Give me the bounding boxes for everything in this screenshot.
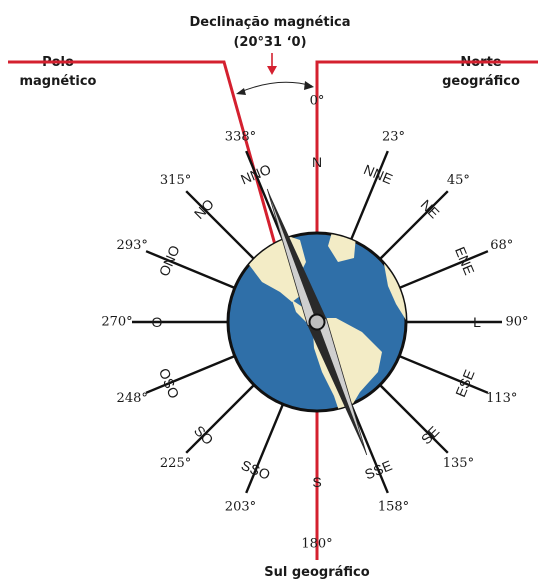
direction-label-ese: ESE: [452, 367, 478, 399]
declination-arc: [237, 81, 313, 94]
direction-label-nno: NNO: [238, 161, 273, 188]
declination-value: (20°31 ‘0): [233, 35, 306, 50]
direction-label-ene: ENE: [452, 244, 478, 277]
degree-label-oso: 248°: [117, 391, 148, 406]
direction-label-sse: SSE: [362, 457, 394, 483]
degree-label-l: 90°: [505, 315, 528, 330]
degree-label-o: 270°: [101, 315, 132, 330]
degree-label-ne: 45°: [447, 173, 470, 188]
direction-label-ono: ONO: [156, 243, 183, 279]
geographic-north-label-2: geográfico: [442, 74, 520, 89]
geographic-south-label: Sul geográfico: [264, 565, 369, 580]
degree-label-s: 180°: [301, 537, 332, 552]
degree-label-nne: 23°: [382, 130, 405, 145]
diagram-title: Declinação magnética: [189, 15, 350, 30]
direction-label-nne: NNE: [362, 161, 395, 187]
direction-label-oso: OSO: [156, 366, 183, 401]
arc-arrow-right-icon: [304, 81, 314, 90]
direction-label-l: L: [473, 314, 481, 330]
degree-label-ono: 293°: [117, 238, 148, 253]
declination-arrow-head-icon: [267, 66, 277, 75]
magnetic-meridian-line: [8, 60, 298, 321]
arc-arrow-left-icon: [236, 88, 246, 95]
needle-north-dark: [267, 188, 327, 322]
compass-needle: [266, 188, 368, 456]
direction-label-s: S: [312, 474, 321, 490]
degree-label-so: 225°: [160, 456, 191, 471]
magnetic-pole-label-2: magnético: [19, 74, 96, 89]
direction-label-n: N: [312, 154, 322, 170]
degree-label-sse: 158°: [378, 499, 409, 514]
degree-label-sso: 203°: [225, 499, 256, 514]
greenland-land: [328, 233, 356, 262]
degree-label-ese: 113°: [486, 391, 517, 406]
direction-label-sso: SSO: [239, 457, 273, 483]
degree-label-n: 0°: [310, 94, 325, 109]
needle-south-dark: [307, 322, 367, 456]
needle-pivot: [308, 313, 326, 331]
degree-label-se: 135°: [443, 456, 474, 471]
degree-label-no: 315°: [160, 173, 191, 188]
degree-label-ene: 68°: [490, 238, 513, 253]
degree-label-nno: 338°: [225, 130, 256, 145]
direction-label-o: O: [152, 314, 163, 330]
